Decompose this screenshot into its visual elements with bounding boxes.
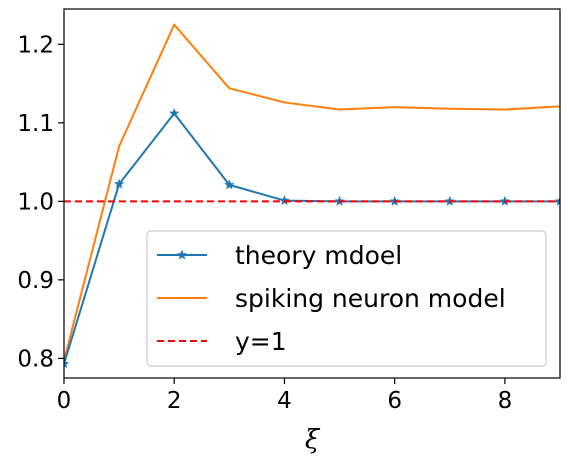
data-point-theory-mdoel <box>113 178 125 189</box>
legend-marker-theory-mdoel <box>176 249 188 260</box>
legend-label-theory-mdoel: theory mdoel <box>235 241 402 270</box>
legend-label-y-1: y=1 <box>235 327 287 356</box>
legend-label-spiking-neuron-model: spiking neuron model <box>235 284 506 313</box>
x-tick-label: 6 <box>387 388 402 414</box>
x-tick-label: 8 <box>498 388 513 414</box>
legend: theory mdoel spiking neuron model y=1 <box>146 230 547 367</box>
y-tick-label: 1.0 <box>17 189 54 215</box>
legend-box <box>146 230 547 367</box>
x-tick-label: 0 <box>57 388 72 414</box>
plot-frame <box>63 8 561 379</box>
x-axis-label: ξ <box>305 425 321 455</box>
y-tick-label: 1.2 <box>17 32 54 58</box>
data-point-theory-mdoel <box>279 195 290 205</box>
data-point-theory-mdoel <box>224 179 235 190</box>
x-tick-label: 4 <box>277 388 292 414</box>
data-point-theory-mdoel <box>64 358 70 369</box>
y-tick-label: 0.8 <box>17 346 54 372</box>
x-tick-label: 2 <box>167 388 182 414</box>
data-point-theory-mdoel <box>554 195 560 206</box>
y-tick-label: 0.9 <box>17 268 54 294</box>
y-tick-label: 1.1 <box>17 111 54 137</box>
series-line-spiking-neuron-model <box>64 23 560 361</box>
data-point-theory-mdoel <box>169 108 180 118</box>
